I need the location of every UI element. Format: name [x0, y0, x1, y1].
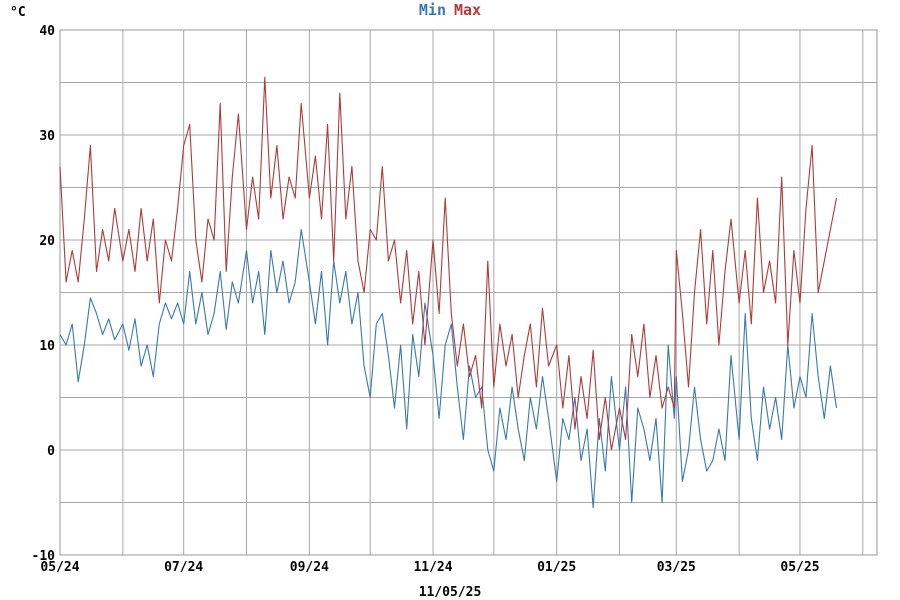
y-tick-label: 30: [39, 129, 55, 144]
legend-entry-max: Max: [454, 1, 481, 19]
series-line-min: [59, 228, 838, 509]
series-line-max: [59, 76, 838, 451]
x-tick-label: 09/24: [290, 560, 329, 575]
y-tick-label: 20: [39, 234, 55, 249]
x-tick-label: 11/24: [413, 560, 452, 575]
x-tick-label: 01/25: [537, 560, 576, 575]
x-tick-label: 03/25: [657, 560, 696, 575]
legend: Min Max: [419, 1, 481, 19]
x-tick-label: 05/24: [40, 560, 79, 575]
x-axis-label: 11/05/25: [419, 585, 482, 600]
x-tick-label: 05/25: [780, 560, 819, 575]
y-tick-label: 0: [47, 444, 55, 459]
y-tick-label: 40: [39, 24, 55, 39]
x-tick-labels: 05/24 07/24 09/24 11/24 01/25 03/25 05/25: [40, 560, 819, 575]
plot-frame: [59, 29, 878, 556]
series-layer: [59, 76, 838, 509]
y-tick-labels: -10 0 10 20 30 40: [32, 24, 56, 564]
y-tick-label: -10: [32, 549, 56, 564]
legend-entry-min: Min: [419, 1, 446, 19]
y-axis-label: °C: [10, 5, 26, 20]
x-tick-label: 07/24: [164, 560, 203, 575]
y-tick-label: 10: [39, 339, 55, 354]
